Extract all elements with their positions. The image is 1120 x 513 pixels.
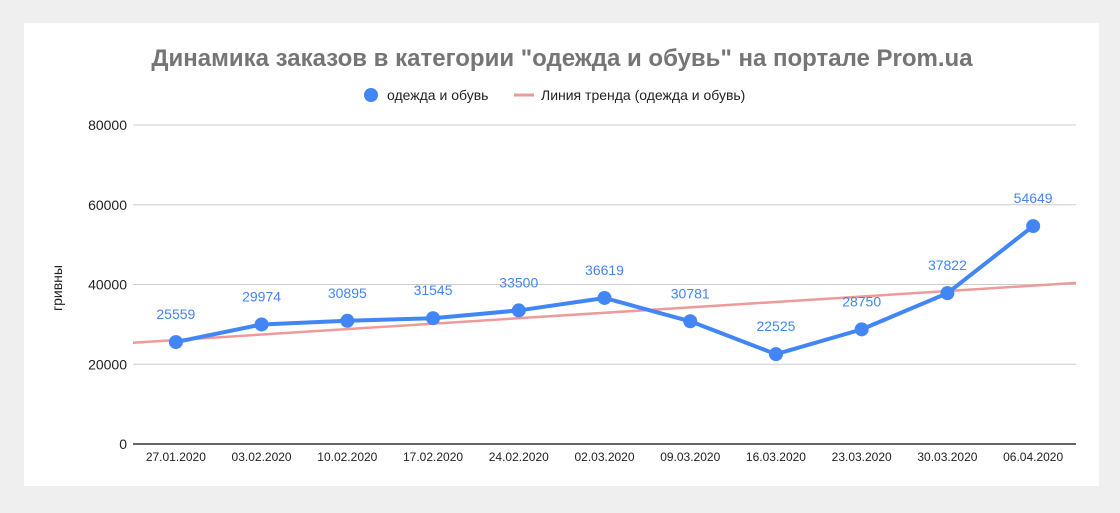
data-points (168, 219, 1041, 362)
x-tick-label: 24.02.2020 (489, 450, 549, 464)
data-point (597, 290, 612, 305)
data-label: 36619 (585, 262, 624, 278)
legend-series-label: одежда и обувь (387, 87, 488, 103)
chart-card: Динамика заказов в категории "одежда и о… (24, 23, 1099, 486)
x-tick-label: 03.02.2020 (232, 450, 292, 464)
y-tick-label: 80000 (88, 117, 127, 133)
x-tick-label: 17.02.2020 (403, 450, 463, 464)
chart: Динамика заказов в категории "одежда и о… (49, 45, 1077, 464)
series-line-path (173, 224, 1036, 357)
data-label: 30781 (671, 285, 710, 301)
gridlines (133, 124, 1076, 445)
data-point (168, 335, 183, 350)
x-tick-label: 16.03.2020 (746, 450, 806, 464)
data-point (426, 311, 441, 326)
x-tick-labels: 27.01.2020 03.02.2020 10.02.2020 17.02.2020… (146, 450, 1064, 464)
data-point (768, 347, 783, 362)
series-line (173, 224, 1036, 357)
x-tick-label: 30.03.2020 (917, 450, 977, 464)
data-point (340, 313, 355, 328)
x-tick-label: 06.04.2020 (1003, 450, 1063, 464)
data-point (683, 314, 698, 329)
data-label: 22525 (756, 318, 795, 334)
data-label: 30895 (328, 285, 367, 301)
x-tick-label: 02.03.2020 (574, 450, 634, 464)
y-tick-label: 0 (119, 436, 127, 452)
data-point (1026, 219, 1041, 234)
data-label: 28750 (842, 293, 881, 309)
legend: одежда и обувь Линия тренда (одежда и об… (364, 87, 745, 103)
x-tick-label: 23.03.2020 (832, 450, 892, 464)
x-tick-label: 27.01.2020 (146, 450, 206, 464)
data-label: 33500 (499, 274, 538, 290)
legend-series-marker (364, 88, 378, 102)
y-tick-label: 20000 (88, 356, 127, 372)
data-point (854, 322, 869, 337)
data-point (511, 303, 526, 318)
chart-title: Динамика заказов в категории "одежда и о… (151, 45, 973, 72)
y-tick-label: 60000 (88, 197, 127, 213)
data-label: 25559 (156, 306, 195, 322)
data-label: 29974 (242, 288, 281, 304)
data-label: 37822 (928, 257, 967, 273)
trendline (132, 281, 1077, 344)
data-point (254, 317, 269, 332)
data-point (940, 286, 955, 301)
trendline-path (132, 281, 1077, 344)
y-tick-labels: 80000 60000 40000 20000 0 (88, 117, 127, 452)
y-tick-label: 40000 (88, 277, 127, 293)
legend-trendline-label: Линия тренда (одежда и обувь) (541, 87, 745, 103)
x-tick-label: 09.03.2020 (660, 450, 720, 464)
y-axis-label: гривны (49, 265, 65, 311)
data-labels: 25559 29974 30895 31545 33500 36619 30781 22525… (156, 190, 1052, 334)
data-label: 31545 (414, 282, 453, 298)
x-tick-label: 10.02.2020 (317, 450, 377, 464)
data-label: 54649 (1014, 190, 1053, 206)
